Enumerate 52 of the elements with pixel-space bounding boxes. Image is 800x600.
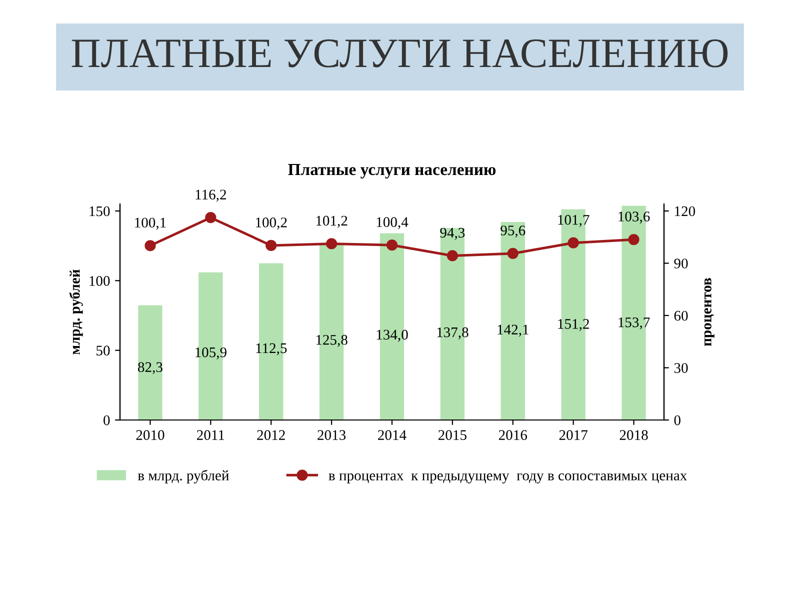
data-label: 105,9 [196,347,226,360]
data-label: 112,5 [256,343,287,356]
point [386,240,398,251]
x-tick-label: 2011 [196,430,224,440]
data-label: 100,4 [376,217,408,230]
chart-title: ПЛАТНЫЕ УСЛУГИ НАСЕЛЕНИЮ [72,39,728,68]
y2-tick-label: 90 [674,258,688,268]
data-label: 101,2 [316,216,348,228]
data-label: 125,8 [316,334,348,347]
x-tick-label: 2012 [257,430,285,440]
x-tick-label: 2018 [620,430,648,440]
y2-tick-label: 120 [675,206,696,216]
data-label: 134,0 [376,330,408,342]
y2-tick-label: 60 [674,310,688,321]
point [326,238,338,250]
point [446,250,458,262]
legend-label: в млрд. рублей [138,470,229,484]
point [507,248,518,260]
y-tick-label: 50 [96,346,110,356]
data-label: 95,6 [500,226,526,238]
y-axis-title: млрд. рублей [69,270,83,354]
point [568,237,579,248]
y2-tick-label: 0 [674,415,680,426]
data-label: 100,2 [256,218,287,230]
x-tick-label: 2015 [438,430,466,440]
data-label: 151,2 [558,319,589,331]
point [266,240,277,252]
point [144,240,156,252]
data-label: 103,6 [618,212,650,224]
data-label: 101,7 [558,214,590,227]
data-label: 100,1 [135,218,166,230]
y-tick-label: 150 [90,206,110,216]
legend-label: в процентах к предыдущему году в сопоставимых ценах [328,473,688,484]
x-tick-label: 2017 [559,430,588,440]
point [628,234,640,246]
data-label: 82,3 [138,362,162,374]
data-label: 137,8 [437,327,468,340]
y2-tick-label: 30 [674,363,688,373]
data-label: 142,1 [498,324,528,337]
data-label: 116,2 [196,190,226,202]
bar [138,305,162,420]
y-tick-label: 100 [90,276,110,286]
x-tick-label: 2010 [136,430,164,440]
point [205,212,216,224]
x-tick-label: 2013 [318,430,346,440]
chart-subtitle: Платные услуги населению [288,164,496,179]
data-label: 153,7 [618,317,650,330]
x-tick-label: 2014 [378,430,406,440]
x-tick-label: 2016 [498,430,528,440]
y2-axis-title: процентов [704,278,714,346]
y-tick-label: 0 [104,415,110,426]
data-label: 94,3 [440,228,465,240]
